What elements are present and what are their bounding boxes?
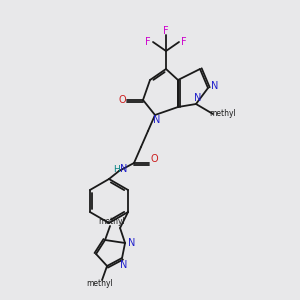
- Text: N: N: [194, 93, 202, 103]
- Text: O: O: [118, 95, 126, 105]
- Text: F: F: [181, 37, 187, 47]
- Text: O: O: [150, 154, 158, 164]
- Text: N: N: [128, 238, 136, 248]
- Text: F: F: [145, 37, 151, 47]
- Text: F: F: [163, 26, 169, 36]
- Text: methyl: methyl: [210, 110, 236, 118]
- Text: methyl: methyl: [87, 280, 113, 289]
- Text: methyl: methyl: [99, 217, 125, 226]
- Text: N: N: [211, 81, 219, 91]
- Text: H: H: [112, 164, 119, 173]
- Text: N: N: [120, 164, 128, 174]
- Text: N: N: [153, 115, 161, 125]
- Text: N: N: [120, 260, 128, 270]
